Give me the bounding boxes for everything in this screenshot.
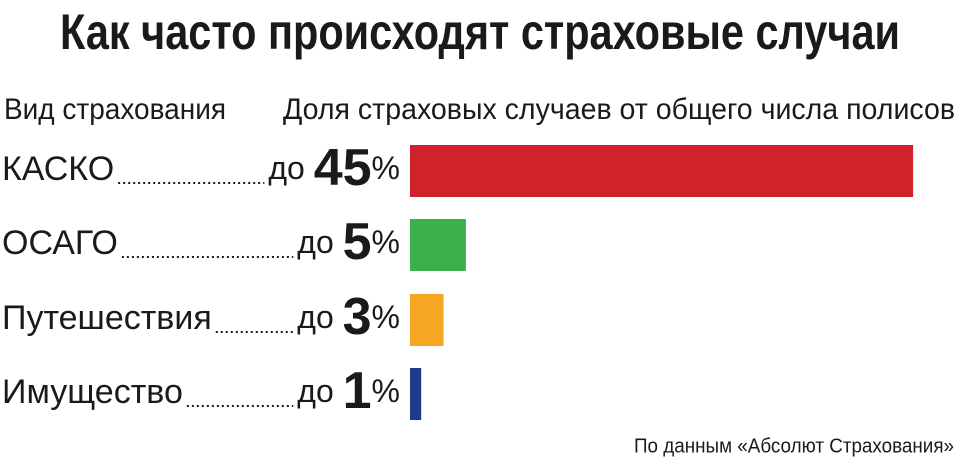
category-header: Вид страхования <box>4 93 226 126</box>
value-label: до 5% <box>297 213 400 271</box>
bar <box>410 294 444 346</box>
value-label: до 3% <box>297 288 400 346</box>
source-note: По данным «Абсолют Страхования» <box>634 435 954 457</box>
chart-title: Как часто происходят страховые случаи <box>60 4 900 60</box>
bar <box>410 368 422 420</box>
bar <box>410 145 914 197</box>
value-label: до 1% <box>297 362 400 420</box>
category-label: КАСКО <box>2 150 114 188</box>
value-header: Доля страховых случаев от общего числа п… <box>283 93 955 126</box>
category-label: Путешествия <box>2 299 212 337</box>
value-label: до 45% <box>268 139 400 197</box>
bar <box>410 219 466 271</box>
category-label: ОСАГО <box>2 224 118 262</box>
category-label: Имущество <box>2 373 183 411</box>
